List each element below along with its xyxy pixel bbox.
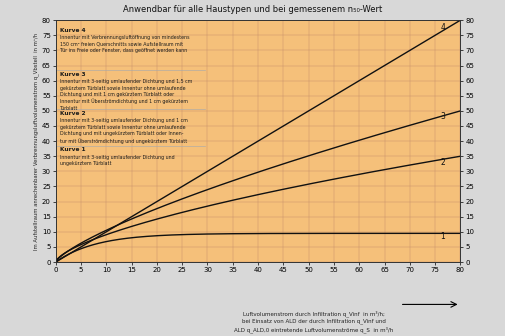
Text: 3: 3 — [439, 113, 444, 121]
Y-axis label: Im Aufstellraum anrechenbarer Verbrennungsluftvolumenstrom q_Vbstell  in m³/h: Im Aufstellraum anrechenbarer Verbrennun… — [33, 33, 39, 250]
Text: Innentur mit 3-seitig umlaufender Dichtung und 1 cm
gekürztem Türblatt sowie Inn: Innentur mit 3-seitig umlaufender Dichtu… — [60, 119, 187, 144]
Text: 2: 2 — [440, 158, 444, 167]
Text: Luftvolumenstrom durch Infiltration q_Vinf  in m³/h;
bei Einsatz von ALD der dur: Luftvolumenstrom durch Infiltration q_Vi… — [234, 310, 392, 333]
Text: Innentur mit 3-seitig umlaufender Dichtung und
ungekürztem Türblatt: Innentur mit 3-seitig umlaufender Dichtu… — [60, 155, 174, 166]
Text: 4: 4 — [439, 23, 444, 32]
Text: Innentur mit Verbrennungsluftöffnung von mindestens
150 cm² freien Querschnitts : Innentur mit Verbrennungsluftöffnung von… — [60, 35, 189, 53]
Text: Kurve 2: Kurve 2 — [60, 111, 85, 116]
Text: Kurve 1: Kurve 1 — [60, 147, 85, 152]
Text: Anwendbar für alle Haustypen und bei gemessenem n₅₀-Wert: Anwendbar für alle Haustypen und bei gem… — [123, 5, 382, 14]
Text: Kurve 3: Kurve 3 — [60, 72, 85, 77]
Text: 1: 1 — [440, 232, 444, 241]
Text: Kurve 4: Kurve 4 — [60, 28, 85, 33]
Text: Innentur mit 3-seitig umlaufender Dichtung und 1,5 cm
gekürztem Türblatt sowie I: Innentur mit 3-seitig umlaufender Dichtu… — [60, 79, 192, 111]
